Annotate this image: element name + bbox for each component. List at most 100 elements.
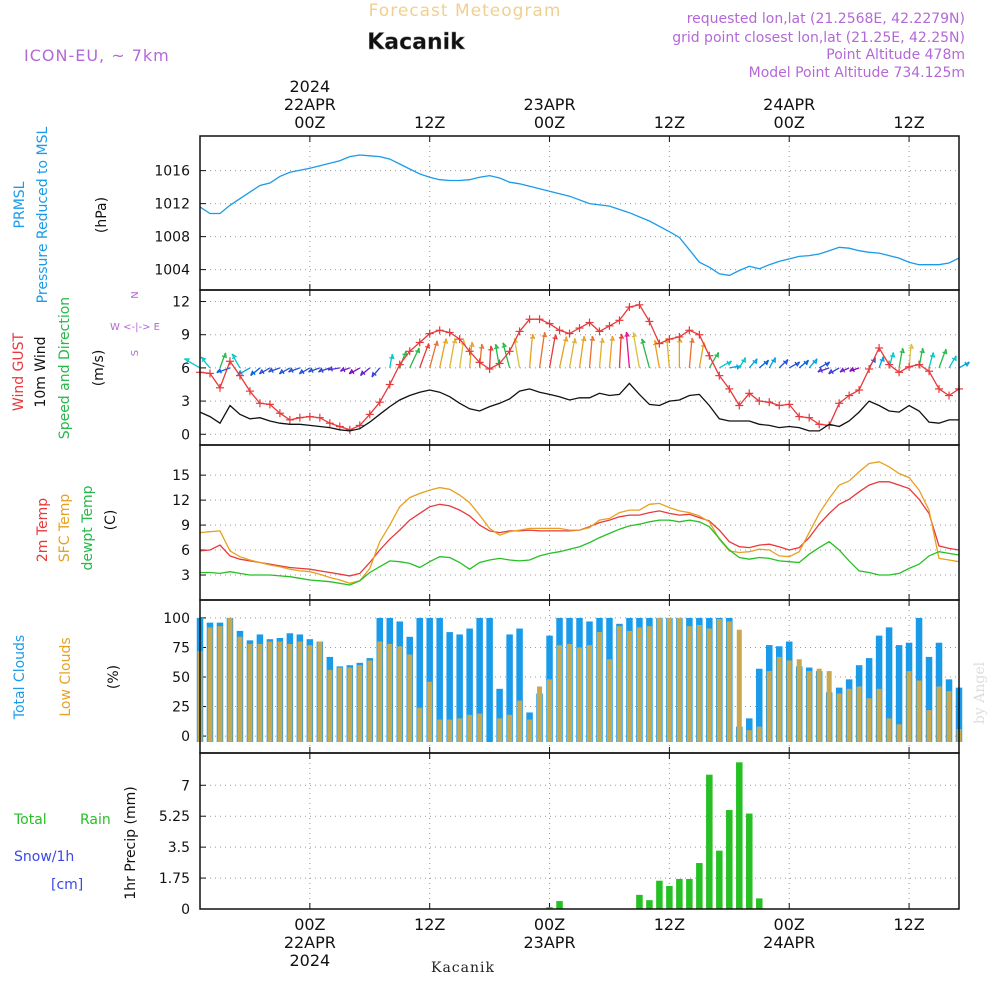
- cm-label: [cm]: [51, 877, 83, 893]
- location-title: Kacanik: [367, 30, 466, 55]
- low-clouds-bar: [656, 617, 662, 742]
- low-clouds-bar: [836, 693, 842, 742]
- low-clouds-bar: [606, 659, 612, 742]
- wind-arrow-head: [942, 349, 948, 355]
- gust-marker: [915, 360, 924, 369]
- wind-arrow: [231, 353, 241, 369]
- y-tick-label: 15: [172, 468, 190, 484]
- gust-marker: [735, 401, 744, 410]
- low-clouds-bar: [437, 719, 443, 742]
- low-clouds-bar: [736, 629, 742, 742]
- pressure-msl-label: Pressure Reduced to MSL: [35, 126, 51, 303]
- wind-arrow-head: [771, 357, 776, 364]
- wind-arrow-head: [879, 356, 885, 363]
- y-tick-label: 3.5: [168, 840, 190, 856]
- wind-arrow-head: [425, 343, 431, 349]
- total-rain-bar: [756, 898, 763, 909]
- low-clouds-bar: [537, 686, 543, 742]
- wind-arrow-head: [929, 352, 936, 358]
- total-clouds-bar: [486, 617, 493, 742]
- wind-arrow: [718, 360, 732, 369]
- precip-labels: Total Rain Snow/1h [cm] 1hr Precip (mm): [13, 786, 139, 899]
- total-clouds-bar: [426, 617, 433, 742]
- gust-marker: [205, 369, 214, 378]
- wind-direction-arrows: [184, 331, 970, 378]
- gust-marker: [605, 321, 614, 330]
- wind-arrow: [817, 367, 830, 373]
- total-clouds-bar: [476, 617, 483, 742]
- wind-arrow-head: [741, 357, 746, 364]
- total-clouds-bar: [436, 617, 443, 742]
- gust-marker: [575, 324, 584, 333]
- total-clouds-bar: [446, 632, 453, 742]
- dewpt-temp-line: [200, 519, 960, 586]
- low-clouds-bar: [287, 643, 293, 742]
- gust-marker: [325, 419, 334, 428]
- y-tick-label: 5.25: [159, 809, 190, 825]
- wind-arrow: [849, 367, 860, 372]
- low-clouds-bar: [297, 641, 303, 742]
- wind-arrow: [219, 352, 227, 369]
- wind-arrow-head: [571, 338, 578, 344]
- time-axis-label: 23APR: [524, 95, 576, 114]
- wind-arrow-head: [371, 371, 377, 378]
- low-clouds-bar: [666, 617, 672, 742]
- time-axis-label: 00Z: [294, 915, 325, 934]
- wind-arrow-head: [849, 366, 855, 373]
- wind-arrow-head: [298, 368, 305, 375]
- total-clouds-bar: [506, 634, 513, 742]
- gust-marker: [615, 316, 624, 325]
- total-clouds-bar: [915, 617, 923, 742]
- gust-marker: [315, 413, 324, 422]
- y-tick-label: 6: [181, 543, 190, 559]
- gust-marker: [655, 339, 664, 348]
- wind-arrow: [608, 335, 613, 368]
- gust-marker: [635, 300, 644, 309]
- total-clouds-bar: [516, 628, 523, 742]
- total-rain-bar: [666, 886, 673, 909]
- low-clouds-bar: [696, 625, 702, 742]
- low-clouds-bar: [856, 686, 862, 742]
- gust-marker: [515, 327, 524, 336]
- pressure-panel: 1004 1008 1012 1016: [154, 135, 960, 291]
- low-clouds-bar: [507, 714, 513, 742]
- time-axis-label: 12Z: [414, 113, 445, 132]
- low-clouds-bar: [407, 654, 413, 742]
- time-axis-label: 00Z: [534, 113, 565, 132]
- wind-arrow-head: [581, 335, 587, 342]
- time-axis-label: 24APR: [763, 95, 815, 114]
- wind-arrow: [528, 333, 534, 368]
- gust-marker: [365, 410, 374, 419]
- wind-arrow: [308, 367, 321, 373]
- low-clouds-bar: [826, 671, 832, 742]
- wind-arrow: [641, 338, 651, 369]
- wind-arrow: [318, 367, 331, 373]
- gust-marker: [705, 351, 714, 360]
- wind-panel: 0 3 6 9 12: [172, 289, 970, 446]
- wind-arrow-head: [231, 353, 238, 360]
- wind-arrow: [839, 367, 850, 373]
- gust-marker: [665, 335, 674, 344]
- gust-marker: [285, 415, 294, 424]
- wind-arrow: [327, 367, 340, 371]
- gust-marker: [885, 360, 894, 369]
- gust-marker: [495, 359, 504, 368]
- low-clouds-bar: [886, 718, 892, 742]
- wind-arrow: [340, 367, 351, 372]
- wind-arrow-head: [812, 358, 818, 365]
- gust-marker: [435, 326, 444, 335]
- compass-north: N: [130, 291, 141, 298]
- wind-arrow-head: [308, 367, 314, 373]
- gust-marker: [835, 399, 844, 408]
- gust-marker: [375, 398, 384, 407]
- low-clouds-bar: [936, 686, 942, 742]
- time-axis-label: 12Z: [414, 915, 445, 934]
- wind-arrow: [625, 331, 631, 368]
- wind-labels: Wind GUST 10m Wind Speed and Direction (…: [11, 297, 107, 439]
- 2m-temp-line: [199, 481, 960, 577]
- speed-direction-label: Speed and Direction: [57, 297, 73, 439]
- wind-arrow: [279, 367, 291, 375]
- y-tick-label: 7: [181, 778, 190, 794]
